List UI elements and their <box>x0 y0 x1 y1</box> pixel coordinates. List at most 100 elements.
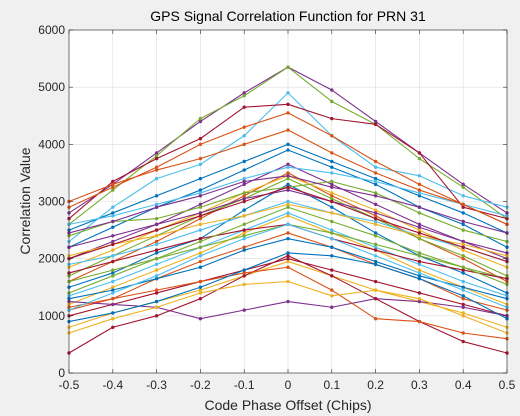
series-34 <box>67 222 509 312</box>
data-point <box>111 225 115 229</box>
data-point <box>242 94 246 98</box>
data-point <box>330 219 334 224</box>
data-point <box>417 191 422 195</box>
data-point <box>373 242 378 247</box>
data-point <box>461 296 465 301</box>
data-point <box>242 228 246 232</box>
ticks <box>68 29 508 374</box>
data-point <box>154 274 159 278</box>
data-point <box>286 256 290 261</box>
data-point <box>111 182 115 187</box>
data-point <box>373 194 378 198</box>
y-axis-label: Correlation Value <box>17 147 33 254</box>
data-point <box>417 296 422 301</box>
data-point <box>417 225 422 229</box>
data-point <box>330 211 334 215</box>
data-point <box>373 214 378 218</box>
data-point <box>373 208 378 212</box>
x-tick-labels: -0.5 -0.4 -0.3 -0.2 -0.1 0 0.1 0.2 0.3 0.4 0.5 <box>59 378 516 392</box>
data-point <box>373 296 378 301</box>
data-point <box>111 288 115 292</box>
data-point <box>373 171 378 175</box>
series-33 <box>67 205 509 295</box>
data-point <box>417 211 422 215</box>
data-point <box>286 211 290 215</box>
data-point <box>286 254 290 258</box>
data-point <box>242 271 246 275</box>
data-point <box>373 182 378 187</box>
data-point <box>242 214 246 218</box>
data-point <box>198 245 203 249</box>
data-point <box>330 194 334 198</box>
data-point <box>154 251 159 255</box>
data-point <box>286 111 290 115</box>
data-point <box>417 228 422 232</box>
data-point <box>373 316 378 321</box>
y-tick-label: 4000 <box>38 137 65 151</box>
data-point <box>242 248 246 252</box>
data-point <box>198 188 203 192</box>
data-point <box>461 222 465 227</box>
data-point <box>330 99 334 104</box>
data-point <box>373 202 378 207</box>
x-tick-label: -0.3 <box>146 378 167 392</box>
data-point <box>373 248 378 252</box>
data-point <box>330 165 334 169</box>
data-point <box>198 136 203 141</box>
data-point <box>242 159 246 164</box>
data-point <box>154 276 159 281</box>
data-point <box>461 228 465 232</box>
data-point <box>286 102 290 107</box>
data-point <box>286 199 290 204</box>
data-point <box>198 251 203 255</box>
data-point <box>373 259 378 264</box>
data-point <box>198 222 203 227</box>
data-point <box>154 222 159 227</box>
data-point <box>242 274 246 278</box>
data-point <box>461 182 465 187</box>
data-point <box>198 214 203 218</box>
data-point <box>154 262 159 267</box>
data-point <box>286 176 290 181</box>
data-point <box>198 288 203 292</box>
x-tick-label: -0.4 <box>102 378 123 392</box>
data-point <box>242 308 246 312</box>
x-tick-label: -0.1 <box>234 378 255 392</box>
data-point <box>111 296 115 301</box>
data-point <box>330 305 334 309</box>
data-point <box>461 268 465 272</box>
data-point <box>154 154 159 158</box>
data-point <box>286 148 290 152</box>
data-point <box>242 199 246 204</box>
data-point <box>242 234 246 238</box>
y-tick-label: 3000 <box>38 195 65 209</box>
data-point <box>242 179 246 184</box>
data-point <box>111 279 115 284</box>
data-point <box>154 165 159 169</box>
data-point <box>154 228 159 232</box>
data-point <box>373 279 378 284</box>
data-point <box>154 239 159 244</box>
data-point <box>111 242 115 247</box>
data-point <box>242 105 246 109</box>
data-point <box>417 188 422 192</box>
data-point <box>198 194 203 198</box>
data-point <box>242 168 246 172</box>
data-point <box>198 239 203 244</box>
data-point <box>286 182 290 187</box>
data-point <box>154 156 159 161</box>
data-point <box>461 239 465 244</box>
data-point <box>154 242 159 247</box>
data-point <box>198 285 203 289</box>
data-point <box>417 182 422 187</box>
series-6 <box>67 91 509 244</box>
series-24 <box>67 279 509 335</box>
data-point <box>417 151 422 155</box>
data-point <box>111 285 115 289</box>
data-point <box>286 165 290 169</box>
data-point <box>286 65 290 69</box>
data-point <box>111 248 115 252</box>
data-point <box>373 245 378 249</box>
data-point <box>373 165 378 169</box>
